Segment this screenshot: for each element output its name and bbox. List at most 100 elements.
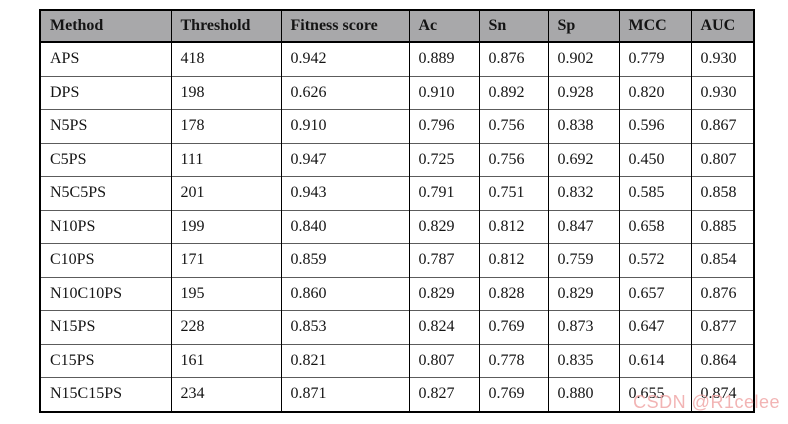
value-cell: 0.860: [280, 276, 409, 311]
value-cell: 0.942: [280, 42, 409, 76]
value-cell: 0.829: [408, 276, 479, 311]
value-cell: 111: [170, 142, 281, 177]
table-row: N10C10PS 195 0.860 0.829 0.828 0.829 0.657 0.87…: [40, 276, 754, 311]
header-row: Method Threshold Fitness score Ac Sn Sp MCC AUC: [40, 10, 754, 43]
value-cell: 0.847: [547, 209, 619, 244]
value-cell: 0.769: [478, 310, 548, 344]
column-header: Sn: [478, 10, 548, 43]
value-cell: 0.877: [690, 310, 754, 344]
value-cell: 0.812: [478, 243, 548, 277]
value-cell: 0.779: [618, 42, 691, 76]
method-cell: C15PS: [40, 343, 171, 378]
column-header: Sp: [547, 10, 619, 43]
value-cell: 0.657: [618, 276, 691, 311]
table-row: N5PS 178 0.910 0.796 0.756 0.838 0.596 0.867: [40, 109, 754, 143]
value-cell: 0.873: [547, 310, 619, 344]
method-cell: N10PS: [40, 209, 171, 244]
table-body: APS 418 0.942 0.889 0.876 0.902 0.779 0.930 DPS 1…: [40, 42, 754, 412]
value-cell: 0.829: [408, 209, 479, 244]
value-cell: 0.867: [690, 109, 754, 143]
value-cell: 0.910: [408, 75, 479, 110]
method-cell: N10C10PS: [40, 276, 171, 311]
value-cell: 0.807: [408, 343, 479, 378]
column-header: Ac: [408, 10, 479, 43]
value-cell: 0.820: [618, 75, 691, 110]
value-cell: 201: [170, 176, 281, 210]
table-row: APS 418 0.942 0.889 0.876 0.902 0.779 0.930: [40, 42, 754, 76]
value-cell: 0.614: [618, 343, 691, 378]
table-row: C5PS 111 0.947 0.725 0.756 0.692 0.450 0.807: [40, 142, 754, 177]
value-cell: 0.910: [280, 109, 409, 143]
table-row: C10PS 171 0.859 0.787 0.812 0.759 0.572 0.854: [40, 243, 754, 277]
value-cell: 195: [170, 276, 281, 311]
value-cell: 0.812: [478, 209, 548, 244]
table-row: N15C15PS 234 0.871 0.827 0.769 0.880 0.655 0.87…: [40, 377, 754, 412]
value-cell: 0.725: [408, 142, 479, 177]
value-cell: 0.864: [690, 343, 754, 378]
value-cell: 0.947: [280, 142, 409, 177]
value-cell: 0.807: [690, 142, 754, 177]
method-cell: APS: [50, 50, 80, 68]
value-cell: 0.769: [478, 377, 548, 412]
table-row: DPS 198 0.626 0.910 0.892 0.928 0.820 0.930: [40, 75, 754, 110]
value-cell: 0.928: [547, 75, 619, 110]
method-cell: C5PS: [40, 142, 171, 177]
value-cell: 0.692: [547, 142, 619, 177]
value-cell: 178: [170, 109, 281, 143]
table-row: N5C5PS 201 0.943 0.791 0.751 0.832 0.585 0.858: [40, 176, 754, 210]
value-cell: 0.787: [408, 243, 479, 277]
value-cell: 0.596: [618, 109, 691, 143]
value-cell: 0.821: [280, 343, 409, 378]
value-cell: 228: [170, 310, 281, 344]
method-cell: N5C5PS: [40, 176, 171, 210]
value-cell: 234: [170, 377, 281, 412]
value-cell: 0.930: [690, 42, 754, 76]
table-row: N10PS 199 0.840 0.829 0.812 0.847 0.658 0.885: [40, 209, 754, 244]
column-header: AUC: [690, 10, 754, 43]
value-cell: 0.778: [478, 343, 548, 378]
value-cell: 0.840: [280, 209, 409, 244]
value-cell: 0.756: [478, 109, 548, 143]
value-cell: 0.892: [478, 75, 548, 110]
value-cell: 0.829: [547, 276, 619, 311]
value-cell: 0.871: [280, 377, 409, 412]
value-cell: 0.791: [408, 176, 479, 210]
column-header: MCC: [618, 10, 691, 43]
value-cell: 0.853: [280, 310, 409, 344]
value-cell: 0.889: [408, 42, 479, 76]
value-cell: 0.626: [280, 75, 409, 110]
value-cell: 418: [170, 42, 281, 76]
column-header: Fitness score: [280, 10, 409, 43]
value-cell: 0.796: [408, 109, 479, 143]
table-row: N15PS 228 0.853 0.824 0.769 0.873 0.647 0.877: [40, 310, 754, 344]
method-cell: N5PS: [40, 109, 171, 143]
method-cell: N15C15PS: [40, 377, 171, 412]
value-cell: 0.827: [408, 377, 479, 412]
column-header: Threshold: [170, 10, 281, 43]
value-cell: 0.655: [618, 377, 691, 412]
value-cell: 0.930: [690, 75, 754, 110]
value-cell: 0.880: [547, 377, 619, 412]
method-cell: DPS: [40, 75, 171, 110]
value-cell: 199: [170, 209, 281, 244]
value-cell: 161: [170, 343, 281, 378]
value-cell: 0.756: [478, 142, 548, 177]
value-cell: 0.751: [478, 176, 548, 210]
value-cell: 0.885: [690, 209, 754, 244]
value-cell: 171: [170, 243, 281, 277]
value-cell: 0.854: [690, 243, 754, 277]
value-cell: 0.572: [618, 243, 691, 277]
value-cell: 0.828: [478, 276, 548, 311]
method-cell: C10PS: [40, 243, 171, 277]
value-cell: 0.585: [618, 176, 691, 210]
value-cell: 0.759: [547, 243, 619, 277]
value-cell: 0.832: [547, 176, 619, 210]
value-cell: 0.876: [690, 276, 754, 311]
value-cell: 0.450: [618, 142, 691, 177]
value-cell: 0.902: [547, 42, 619, 76]
value-cell: 0.658: [618, 209, 691, 244]
value-cell: 0.838: [547, 109, 619, 143]
method-cell: N15PS: [40, 310, 171, 344]
value-cell: 0.647: [618, 310, 691, 344]
